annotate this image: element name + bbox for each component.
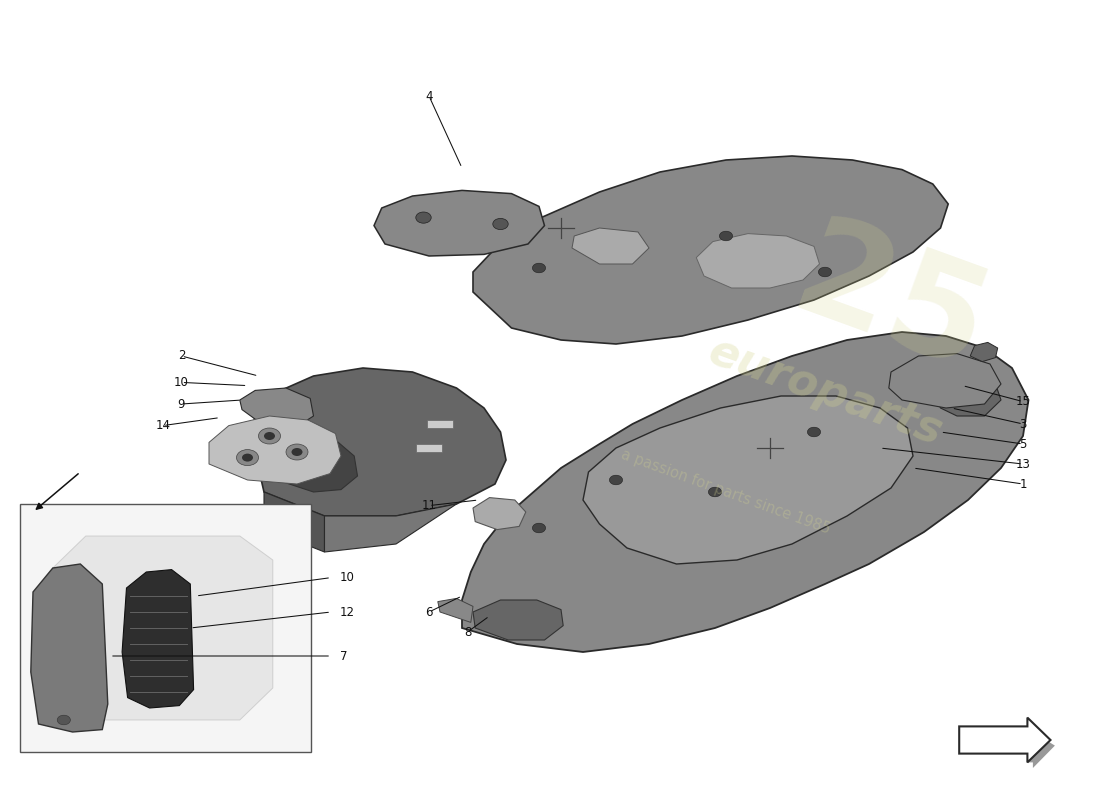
Circle shape (532, 523, 546, 533)
Polygon shape (572, 228, 649, 264)
Polygon shape (324, 504, 456, 552)
Polygon shape (696, 234, 820, 288)
Polygon shape (240, 388, 314, 428)
Text: 3: 3 (1020, 418, 1026, 430)
Circle shape (416, 212, 431, 223)
Polygon shape (889, 354, 1001, 408)
Polygon shape (462, 332, 1028, 652)
Bar (416, 444, 442, 452)
Polygon shape (53, 536, 273, 720)
Polygon shape (473, 156, 948, 344)
Polygon shape (253, 432, 358, 492)
Polygon shape (959, 718, 1055, 768)
Polygon shape (31, 564, 108, 732)
Circle shape (242, 454, 253, 462)
Polygon shape (264, 492, 324, 552)
Circle shape (719, 231, 733, 241)
Text: 6: 6 (426, 606, 432, 618)
Text: 8: 8 (464, 626, 471, 638)
Text: 11: 11 (421, 499, 437, 512)
Circle shape (609, 475, 623, 485)
Circle shape (708, 487, 722, 497)
Text: 1: 1 (1020, 478, 1026, 490)
Polygon shape (959, 718, 1050, 762)
Circle shape (292, 448, 302, 456)
Circle shape (264, 432, 275, 440)
Circle shape (57, 715, 70, 725)
Circle shape (143, 634, 183, 662)
Polygon shape (473, 498, 526, 530)
Text: europarts: europarts (702, 330, 948, 454)
Circle shape (818, 267, 832, 277)
Text: 13: 13 (1015, 458, 1031, 470)
Polygon shape (209, 416, 341, 484)
Text: 7: 7 (340, 650, 348, 662)
Text: 15: 15 (1015, 395, 1031, 408)
Polygon shape (122, 570, 194, 708)
Text: 4: 4 (426, 90, 432, 102)
Text: 10: 10 (340, 571, 355, 584)
Text: 25: 25 (777, 207, 1005, 401)
Text: 10: 10 (174, 376, 189, 389)
Polygon shape (933, 376, 1001, 416)
Circle shape (532, 263, 546, 273)
Polygon shape (438, 598, 473, 622)
Text: 5: 5 (1020, 438, 1026, 450)
Text: 9: 9 (178, 398, 185, 410)
Polygon shape (583, 396, 913, 564)
Circle shape (286, 444, 308, 460)
Polygon shape (970, 342, 998, 362)
Bar (427, 420, 453, 428)
Text: 14: 14 (155, 419, 170, 432)
FancyBboxPatch shape (20, 504, 311, 752)
Circle shape (807, 427, 821, 437)
Text: a passion for parts since 1985: a passion for parts since 1985 (619, 447, 833, 537)
Circle shape (236, 450, 258, 466)
Polygon shape (251, 368, 506, 516)
Circle shape (493, 218, 508, 230)
Text: 2: 2 (178, 350, 185, 362)
Polygon shape (374, 190, 544, 256)
Text: 12: 12 (340, 606, 355, 618)
Polygon shape (473, 600, 563, 640)
Circle shape (258, 428, 280, 444)
